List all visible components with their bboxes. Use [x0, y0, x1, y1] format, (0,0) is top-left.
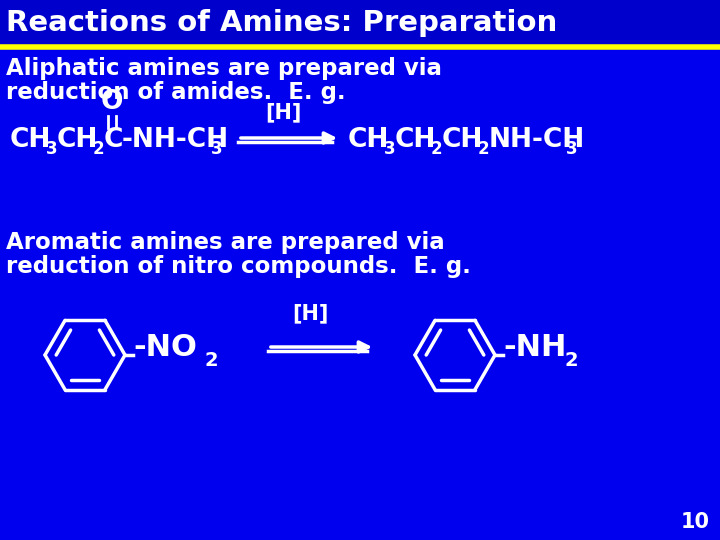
Text: CH: CH [348, 127, 390, 153]
Text: NH-CH: NH-CH [489, 127, 585, 153]
Text: CH: CH [10, 127, 51, 153]
Text: CH: CH [442, 127, 483, 153]
Text: CH: CH [395, 127, 436, 153]
Text: C: C [104, 127, 123, 153]
Text: 3: 3 [566, 140, 577, 158]
FancyBboxPatch shape [0, 0, 720, 45]
Text: -NO: -NO [133, 333, 197, 361]
Text: Aromatic amines are prepared via: Aromatic amines are prepared via [6, 231, 445, 253]
Text: reduction of nitro compounds.  E. g.: reduction of nitro compounds. E. g. [6, 254, 471, 278]
Text: -NH: -NH [503, 333, 567, 361]
Text: 2: 2 [431, 140, 443, 158]
Text: 3: 3 [46, 140, 58, 158]
Text: 2: 2 [205, 350, 219, 369]
Text: Reactions of Amines: Preparation: Reactions of Amines: Preparation [6, 9, 557, 37]
Text: 3: 3 [384, 140, 395, 158]
Text: [H]: [H] [265, 102, 301, 122]
Text: reduction of amides.  E. g.: reduction of amides. E. g. [6, 80, 346, 104]
Text: Aliphatic amines are prepared via: Aliphatic amines are prepared via [6, 57, 442, 79]
Text: 10: 10 [681, 512, 710, 532]
Text: 2: 2 [565, 350, 579, 369]
Text: 3: 3 [211, 140, 222, 158]
Text: 2: 2 [93, 140, 104, 158]
Text: O: O [101, 89, 123, 115]
Text: CH: CH [57, 127, 99, 153]
Text: 2: 2 [478, 140, 490, 158]
Text: [H]: [H] [292, 303, 328, 323]
Text: -NH-CH: -NH-CH [122, 127, 229, 153]
